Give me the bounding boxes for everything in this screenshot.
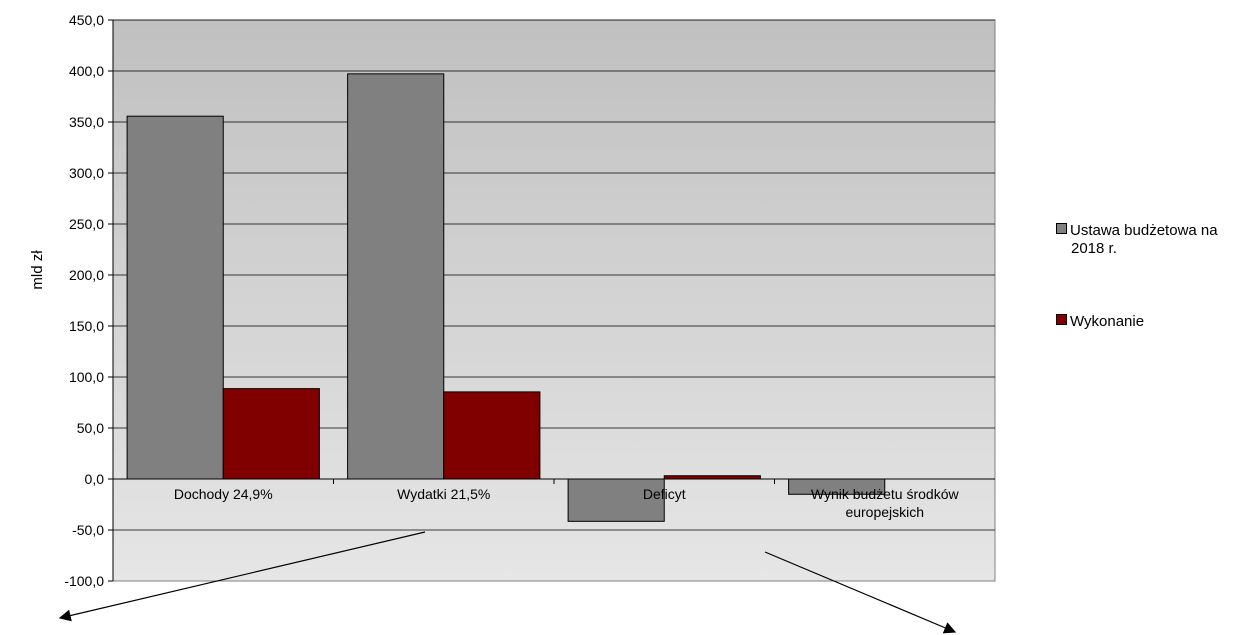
legend-label-wykonanie: Wykonanie xyxy=(1070,313,1145,330)
y-tick-label: 350,0 xyxy=(69,114,104,130)
x-category-label: Dochody 24,9% xyxy=(174,486,273,502)
x-category-labels: Dochody 24,9% Wydatki 21,5% Deficyt Wynik b… xyxy=(174,486,960,520)
bars xyxy=(126,73,886,522)
y-tick-label: 100,0 xyxy=(69,369,104,385)
bar-ustawa-1 xyxy=(347,73,445,480)
y-tick-label: 0,0 xyxy=(85,471,105,487)
y-tick-label: 150,0 xyxy=(69,318,104,334)
y-tick-labels: 450,0 400,0 350,0 300,0 250,0 200,0 150,0 100,0… xyxy=(64,12,104,589)
y-tick-label: 200,0 xyxy=(69,267,104,283)
x-category-label: europejskich xyxy=(845,504,924,520)
legend-swatch-wykonanie xyxy=(1056,314,1067,325)
y-tick-label: -50,0 xyxy=(72,522,104,538)
y-tick-label: 50,0 xyxy=(77,420,104,436)
x-category-label: Wydatki 21,5% xyxy=(397,486,490,502)
bar-ustawa-2 xyxy=(567,478,665,522)
y-tick-label: 400,0 xyxy=(69,63,104,79)
arrow-right xyxy=(764,551,957,634)
arrow-left xyxy=(58,531,426,622)
x-category-label: Deficyt xyxy=(643,486,686,502)
bar-wykonanie-1 xyxy=(443,391,541,480)
legend-label-ustawa-line2: 2018 r. xyxy=(1071,240,1117,257)
bar-ustawa-0 xyxy=(126,115,224,480)
legend-swatch-ustawa xyxy=(1056,223,1067,234)
y-tick-label: 300,0 xyxy=(69,165,104,181)
y-tick-label: 250,0 xyxy=(69,216,104,232)
legend-item-wykonanie: Wykonanie xyxy=(1056,313,1252,331)
bar-wykonanie-0 xyxy=(222,388,320,480)
y-tick-label: -100,0 xyxy=(64,573,104,589)
y-tick-label: 450,0 xyxy=(69,12,104,28)
y-axis-label: mld zł xyxy=(29,250,46,290)
axes xyxy=(108,19,995,582)
x-category-label: Wynik budżetu środków xyxy=(811,486,960,502)
legend-item-ustawa: Ustawa budżetowa na 2018 r. xyxy=(1056,222,1252,258)
legend-label-ustawa: Ustawa budżetowa na xyxy=(1070,222,1218,239)
